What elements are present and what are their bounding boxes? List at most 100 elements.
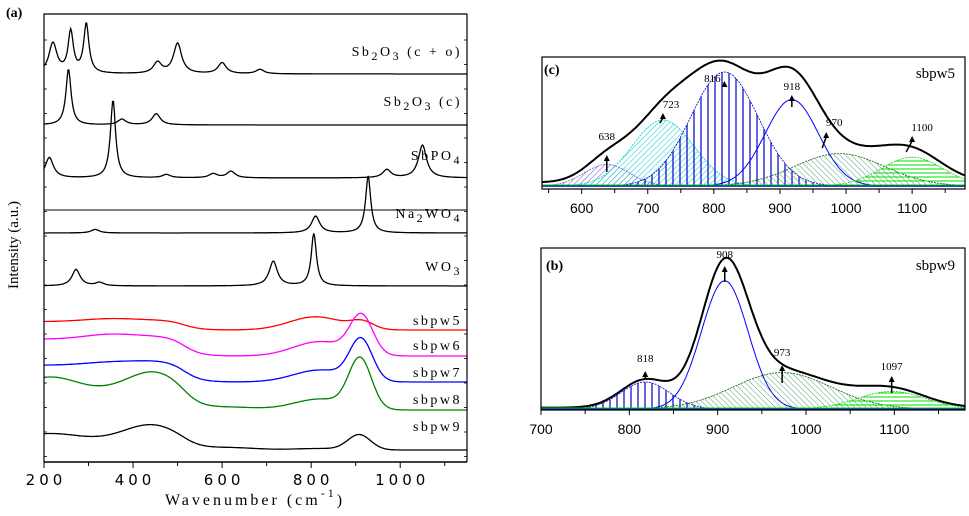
series-line-sbpw8 (43, 356, 467, 411)
panel-c-label: (c) (544, 63, 560, 78)
series-line-sbpw9 (43, 423, 467, 451)
x-axis-title-close: ) (337, 492, 345, 509)
label-text: Sb (384, 95, 404, 110)
subscript: 4 (454, 153, 463, 167)
panel-b-frame (540, 247, 966, 411)
panel-c: 638 723 816 918 970 1100 (c) sbpw5 600 700 800 9… (541, 56, 966, 216)
subscript: 2 (417, 211, 426, 225)
x-tick-label: 700 (529, 421, 553, 437)
peak-annotation: 723 (663, 99, 680, 111)
x-axis-title-superscript: -1 (321, 486, 337, 500)
panel-a-series-labels: Sb2O3 (c + o)Sb2O3 (c)SbPO4Na2WO4WO3sbpw… (352, 45, 462, 435)
series-label: SbPO4 (411, 149, 462, 167)
series-label: sbpw6 (413, 339, 462, 354)
x-tick-label: 1100 (897, 200, 927, 216)
x-tick-label: 800 (618, 421, 642, 437)
x-tick-label: 800 (702, 200, 726, 216)
series-label: sbpw5 (413, 314, 462, 329)
peak-annotation: 918 (784, 81, 801, 93)
peak-arrow-1100 (905, 140, 913, 153)
panel-b-label: (b) (546, 259, 563, 274)
envelope-curve (541, 256, 966, 409)
peak-annotation: 1097 (881, 361, 904, 373)
label-text: (c) (433, 95, 462, 110)
x-tick-label: 600 (204, 471, 245, 489)
series-label: WO3 (425, 260, 462, 278)
arrow-head (642, 371, 649, 377)
label-text: sbpw6 (413, 339, 462, 354)
label-text: O (380, 45, 393, 60)
panel-a: (a) Sb2O3 (c + o)Sb2O3 (c)SbPO4Na2WO4WO3… (6, 6, 468, 509)
series-label: Sb2O3 (c) (384, 95, 462, 113)
series-label: sbpw9 (413, 420, 462, 435)
subscript: 3 (424, 99, 433, 113)
series-line-wo3 (44, 233, 467, 287)
x-tick-label: 400 (115, 471, 156, 489)
label-text: sbpw7 (413, 366, 462, 381)
label-text: O (412, 95, 425, 110)
series-label: sbpw8 (413, 393, 462, 408)
label-text: (c + o) (401, 45, 462, 60)
series-line-sb2o3-c- (43, 69, 467, 126)
series-label: Na2WO4 (395, 207, 462, 225)
x-tick-label: 200 (26, 471, 67, 489)
peak-annotation: 973 (774, 347, 791, 359)
x-axis-title-text: Wavenumber (cm (165, 492, 321, 509)
arrow-head (603, 155, 610, 161)
label-text: WO (425, 260, 453, 275)
arrow-head (779, 365, 786, 371)
arrow-head (721, 81, 728, 87)
subscript: 2 (403, 99, 412, 113)
peak-annotation: 816 (704, 73, 721, 85)
label-text: WO (425, 207, 453, 222)
label-text: sbpw9 (413, 420, 462, 435)
subscript: 3 (393, 49, 402, 63)
series-label: sbpw7 (413, 366, 462, 381)
series-line-sb2o3-c-o- (43, 22, 467, 75)
x-tick-label: 1100 (879, 421, 909, 437)
x-tick-label: 700 (636, 200, 660, 216)
panel-b-sample-label: sbpw9 (916, 258, 955, 274)
panel-c-plot: 638 723 816 918 970 1100 (541, 59, 966, 187)
panel-b-plot: 818 908 973 1097 (541, 249, 966, 410)
panel-c-sample-label: sbpw5 (916, 66, 955, 82)
label-text: SbPO (411, 149, 454, 164)
series-line-sbpo4 (43, 100, 468, 179)
peak-annotation: 908 (716, 249, 733, 261)
peak-annotation: 818 (637, 353, 654, 365)
envelope-curve (541, 59, 966, 184)
panel-c-frame (541, 56, 966, 190)
peak-annotation: 638 (599, 131, 616, 143)
panel-a-y-axis-title: Intensity (a.u.) (6, 201, 22, 289)
label-text: sbpw8 (413, 393, 462, 408)
series-line-sbpw6 (44, 312, 467, 357)
arrow-head (909, 136, 916, 142)
series-line-sbpw5 (44, 316, 467, 331)
series-label: Sb2O3 (c + o) (352, 45, 462, 63)
arrow-head (659, 113, 666, 119)
subscript: 4 (454, 211, 463, 225)
arrow-head (888, 376, 895, 382)
arrow-head (788, 95, 795, 101)
x-tick-label: 1000 (375, 471, 429, 489)
peak-annotation: 1100 (911, 122, 933, 134)
label-text: sbpw5 (413, 314, 462, 329)
subscript: 3 (454, 264, 463, 278)
panel-b-x-ticks: 700 800 900 1000 1100 (529, 410, 939, 437)
x-tick-label: 800 (293, 471, 334, 489)
subscript: 2 (371, 49, 380, 63)
panel-a-x-ticks: 200 400 600 800 1000 (26, 462, 446, 489)
series-line-sbpw7 (44, 336, 467, 383)
x-tick-label: 1000 (830, 200, 861, 216)
x-tick-label: 900 (706, 421, 730, 437)
panel-a-label: (a) (6, 6, 23, 21)
arrow-head (721, 266, 728, 272)
arrow-head (823, 132, 830, 138)
x-tick-label: 1000 (790, 421, 821, 437)
panel-c-x-ticks: 600 700 800 900 1000 1100 (548, 189, 946, 216)
peak-arrow-970 (821, 136, 827, 149)
panel-b: 818 908 973 1097 (b) sbpw9 700 800 900 1000 110… (529, 247, 966, 437)
label-text: Na (395, 207, 416, 222)
series-line-na2wo4 (44, 175, 467, 234)
